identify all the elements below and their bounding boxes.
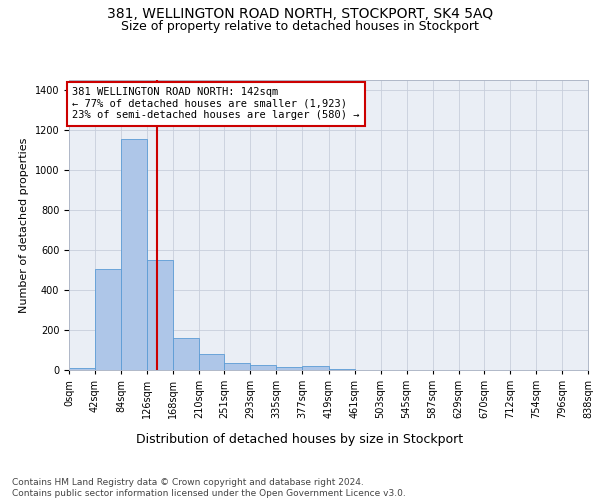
Bar <box>224 363 250 370</box>
Text: Size of property relative to detached houses in Stockport: Size of property relative to detached ho… <box>121 20 479 33</box>
Text: Distribution of detached houses by size in Stockport: Distribution of detached houses by size … <box>136 432 464 446</box>
Bar <box>173 338 199 370</box>
Y-axis label: Number of detached properties: Number of detached properties <box>19 138 29 312</box>
Text: 381 WELLINGTON ROAD NORTH: 142sqm
← 77% of detached houses are smaller (1,923)
2: 381 WELLINGTON ROAD NORTH: 142sqm ← 77% … <box>72 87 359 120</box>
Bar <box>199 354 224 370</box>
Bar <box>121 139 147 370</box>
Text: 381, WELLINGTON ROAD NORTH, STOCKPORT, SK4 5AQ: 381, WELLINGTON ROAD NORTH, STOCKPORT, S… <box>107 8 493 22</box>
Bar <box>302 366 329 370</box>
Text: Contains HM Land Registry data © Crown copyright and database right 2024.
Contai: Contains HM Land Registry data © Crown c… <box>12 478 406 498</box>
Bar <box>329 369 355 370</box>
Bar <box>95 269 121 370</box>
Bar <box>147 260 173 370</box>
Bar <box>69 368 95 370</box>
Bar <box>277 367 302 370</box>
Bar <box>250 365 277 370</box>
